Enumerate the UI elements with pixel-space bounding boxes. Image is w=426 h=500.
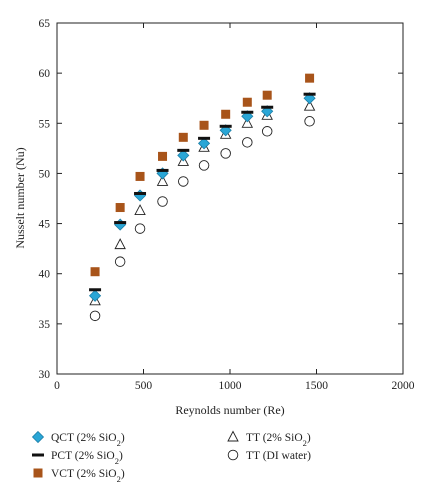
data-point-square [262,90,272,100]
data-point-square [178,132,188,142]
data-point-triangle [134,204,146,215]
data-point-dash [156,168,169,172]
data-point-circle [304,116,315,127]
data-point-triangle [303,99,316,111]
legend-label: PCT (2% SiO2) [51,450,123,466]
data-point-square [115,203,125,213]
data-point-triangle [156,174,169,186]
y-tick-label: 65 [39,18,51,30]
y-tick-label: 30 [39,369,51,381]
x-tick-label: 1000 [219,380,242,392]
data-point-square [158,151,168,161]
y-tick-label: 35 [39,319,51,331]
x-axis-title: Reynolds number (Re) [175,403,284,417]
y-tick-label: 60 [39,68,51,80]
legend: QCT (2% SiO2) PCT (2% SiO2) VCT (2% SiO2) T… [31,430,311,484]
data-point-diamond [88,289,102,302]
data-point-square [242,97,252,107]
plot-frame [56,22,404,375]
data-point-circle [157,196,168,207]
legend-square-icon [33,468,43,478]
data-point-square [305,73,315,83]
legend-label: QCT (2% SiO2) [51,432,125,448]
legend-diamond-icon [31,430,45,444]
legend-label: TT (2% SiO2) [246,432,311,448]
data-point-circle [220,148,231,159]
data-point-square [199,120,209,130]
data-point-dash [261,105,274,109]
data-point-circle [178,176,189,187]
y-tick-label: 40 [39,269,51,281]
x-tick-label: 0 [54,380,60,392]
axes: 0 500 1000 1500 2000 30 35 40 45 50 55 60 65 [39,18,415,392]
data-point-dash [198,136,211,140]
data-point-circle [89,310,101,322]
data-point-square [90,267,100,277]
x-tick-label: 2000 [392,380,415,392]
data-point-square [221,109,231,119]
data-point-dash [134,191,147,195]
data-point-diamond [177,149,190,162]
data-point-circle [134,223,146,234]
y-axis-title: Nusselt number (Nu) [13,147,27,248]
legend-label: VCT (2% SiO2) [51,468,125,484]
data-point-dash [114,221,127,225]
y-tick-label: 50 [39,168,51,180]
legend-label: TT (DI water) [246,450,311,462]
data-points [88,73,316,322]
data-point-dash [241,110,254,114]
y-tick-label: 45 [39,219,51,231]
data-point-circle [114,256,126,267]
data-point-triangle [114,238,126,250]
legend-circle-icon [227,449,239,461]
legend-dash-icon [32,453,44,457]
x-tick-label: 500 [135,380,153,392]
data-point-circle [198,160,210,171]
legend-triangle-icon [227,430,239,442]
data-point-triangle [241,116,254,128]
y-tick-label: 55 [39,118,51,130]
data-point-circle [242,137,253,148]
data-point-diamond [114,218,127,231]
data-point-circle [261,126,273,137]
data-point-diamond [197,137,211,150]
data-point-square [135,171,145,181]
data-point-diamond [133,189,147,202]
x-tick-label: 1500 [305,380,328,392]
data-point-dash [177,148,190,152]
data-point-dash [219,124,232,128]
data-point-dash [303,92,316,96]
data-point-dash [89,288,102,292]
